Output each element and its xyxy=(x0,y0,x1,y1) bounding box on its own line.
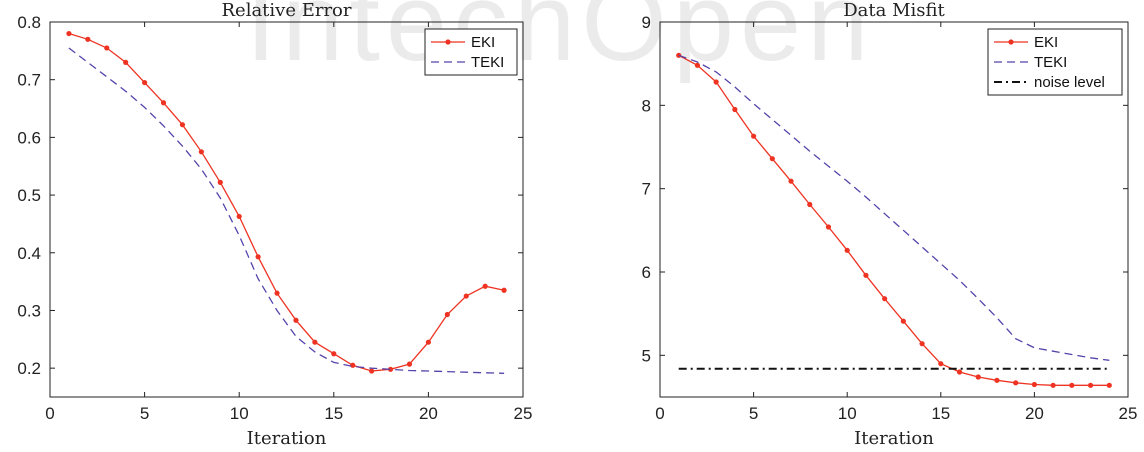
data-point xyxy=(104,45,110,51)
data-point xyxy=(160,100,167,106)
series-line-teki xyxy=(678,54,1110,361)
y-tick-label: 5 xyxy=(642,346,651,365)
y-tick-label: 6 xyxy=(642,263,651,282)
data-point xyxy=(179,122,186,128)
data-point xyxy=(123,59,129,65)
data-point xyxy=(66,30,72,37)
y-tick-label: 0.8 xyxy=(17,13,41,32)
x-tick-label: 20 xyxy=(1025,404,1044,423)
x-axis-label: Iteration xyxy=(247,428,327,449)
data-point xyxy=(1106,382,1112,388)
data-point xyxy=(444,311,450,318)
x-tick-label: 10 xyxy=(838,404,857,423)
data-point xyxy=(1050,382,1056,388)
data-point xyxy=(1069,382,1075,388)
data-point xyxy=(85,36,91,42)
data-point xyxy=(844,247,850,253)
x-tick-label: 20 xyxy=(419,404,438,423)
data-point xyxy=(900,318,906,324)
data-point xyxy=(482,283,488,289)
data-point xyxy=(994,377,1000,383)
x-tick-label: 0 xyxy=(655,404,664,423)
data-point xyxy=(919,341,925,347)
chart-title: Data Misfit xyxy=(843,0,945,21)
data-point xyxy=(198,149,204,155)
data-point xyxy=(463,293,469,299)
legend: EKI TEKI noise level xyxy=(987,28,1123,96)
x-tick-label: 15 xyxy=(324,404,343,423)
relative-error-chart: Relative Error Iteration 0 5 10 15 20 25 0.2 0.3 0… xyxy=(17,0,532,449)
data-point xyxy=(293,317,299,323)
data-point xyxy=(694,62,701,68)
data-point xyxy=(350,362,356,368)
plot-area-frame xyxy=(49,21,524,398)
data-point xyxy=(406,361,413,367)
x-tick-label: 25 xyxy=(514,404,533,423)
data-point xyxy=(387,366,394,372)
legend-label: noise level xyxy=(1034,74,1105,91)
y-tick-label: 9 xyxy=(642,13,651,32)
x-tick-label: 5 xyxy=(749,404,758,423)
x-tick-label: 0 xyxy=(45,404,54,423)
data-point xyxy=(331,351,337,357)
x-tick-label: 25 xyxy=(1119,404,1138,423)
legend-marker xyxy=(445,39,451,45)
data-point xyxy=(236,213,242,220)
data-point xyxy=(217,179,223,185)
y-tick-label: 0.3 xyxy=(17,301,41,320)
legend-label: TEKI xyxy=(471,54,504,71)
data-point xyxy=(956,369,963,375)
data-point xyxy=(938,361,944,367)
series-line-teki xyxy=(68,47,505,374)
legend-marker xyxy=(1008,39,1014,45)
data-point xyxy=(751,133,757,139)
data-point xyxy=(312,339,318,345)
y-tick-label: 0.7 xyxy=(17,71,41,90)
legend-label: TEKI xyxy=(1034,54,1067,71)
data-point xyxy=(274,290,280,296)
legend-box xyxy=(424,28,518,76)
y-tick-label: 8 xyxy=(642,96,651,115)
data-point xyxy=(255,254,261,260)
x-tick-label: 5 xyxy=(140,404,149,423)
data-point xyxy=(825,224,832,230)
y-tick-label: 0.5 xyxy=(17,186,41,205)
data-point xyxy=(882,296,888,302)
series-line-eki xyxy=(68,32,505,372)
data-point xyxy=(807,201,813,208)
x-tick-label: 15 xyxy=(931,404,950,423)
legend-label: EKI xyxy=(1034,34,1058,51)
data-point xyxy=(788,178,794,184)
data-point xyxy=(863,272,869,278)
y-tick-label: 0.2 xyxy=(17,359,41,378)
series-line-eki xyxy=(678,54,1110,386)
data-point xyxy=(369,368,375,374)
data-point xyxy=(1031,381,1037,388)
legend-label: EKI xyxy=(471,34,495,51)
x-tick-label: 10 xyxy=(230,404,249,423)
data-point xyxy=(1087,382,1094,388)
data-misfit-chart: Data Misfit Iteration 0 5 10 15 20 25 5 6 7 8 9 EKI TE… xyxy=(642,0,1138,449)
data-point xyxy=(425,339,431,345)
chart-title: Relative Error xyxy=(221,0,351,21)
legend: EKI TEKI xyxy=(424,28,518,76)
data-point xyxy=(975,374,981,380)
plot-area-frame xyxy=(659,21,1129,398)
y-tick-label: 0.4 xyxy=(17,244,41,263)
data-point xyxy=(732,106,738,113)
watermark-text: IntechOpen xyxy=(246,0,875,84)
y-tick-label: 0.6 xyxy=(17,128,41,147)
y-tick-label: 7 xyxy=(642,180,651,199)
data-point xyxy=(769,156,775,162)
data-point xyxy=(142,79,148,86)
data-point xyxy=(713,79,719,85)
data-point xyxy=(1013,380,1019,386)
data-point xyxy=(501,287,507,293)
x-axis-label: Iteration xyxy=(854,428,934,449)
